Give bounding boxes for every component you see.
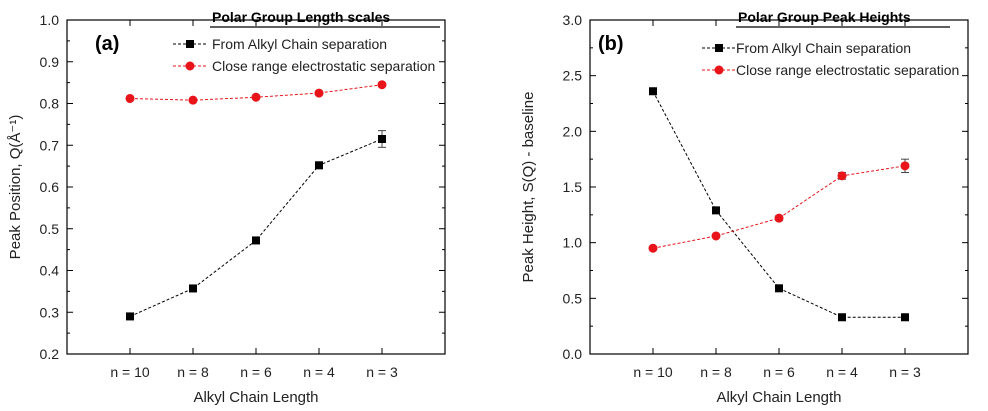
x-tick-label: n = 8 (177, 364, 209, 380)
x-tick-label: n = 3 (889, 364, 921, 380)
data-point (315, 161, 323, 170)
data-point (901, 313, 909, 322)
data-point (649, 87, 657, 96)
legend-item: Close range electrostatic separation (173, 58, 435, 74)
x-tick-label: n = 6 (240, 364, 272, 380)
data-point (900, 161, 910, 171)
x-tick-label: n = 6 (763, 364, 795, 380)
y-tick-label: 0.4 (40, 263, 60, 279)
x-tick-label: n = 10 (110, 364, 150, 380)
series-line (129, 138, 383, 317)
y-axis-title: Peak Position, Q(Å⁻¹) (7, 115, 24, 260)
data-point (126, 312, 134, 321)
y-tick-label: 1.0 (563, 235, 583, 251)
x-axis-title: Alkyl Chain Length (193, 389, 318, 406)
y-tick-label: 0.5 (40, 221, 60, 237)
x-tick-label: n = 8 (700, 364, 732, 380)
series-alkyl-chain (649, 87, 909, 322)
series-alkyl-chain (126, 130, 386, 321)
y-tick-label: 0.7 (40, 137, 60, 153)
panel-b: 0.0 0.5 1.0 1.5 2.0 2.5 3.0 n = 10 n = 8 n = 6 n =… (520, 9, 969, 406)
data-point (838, 313, 846, 322)
legend-item: Close range electrostatic separation (702, 62, 959, 78)
legend-title: Polar Group Peak Heights (738, 9, 911, 25)
series-line (652, 91, 905, 318)
data-point (251, 92, 261, 102)
y-tick-label: 0.6 (40, 179, 60, 195)
series-electrostatic (125, 80, 387, 105)
y-tick-label: 0.2 (40, 346, 60, 362)
x-tick-label: n = 3 (366, 364, 398, 380)
x-tick-label: n = 4 (826, 364, 858, 380)
legend-title: Polar Group Length scales (212, 9, 390, 25)
legend: Polar Group Peak Heights From Alkyl Chain… (702, 9, 959, 78)
data-point (189, 284, 197, 293)
y-tick-label: 1.0 (40, 12, 60, 28)
legend-item: From Alkyl Chain separation (173, 36, 387, 52)
panel-label: (b) (598, 33, 624, 55)
legend-swatch-marker (185, 61, 195, 71)
legend-item: From Alkyl Chain separation (702, 40, 911, 56)
data-point (775, 284, 783, 293)
legend-label: From Alkyl Chain separation (736, 40, 911, 56)
legend-label: Close range electrostatic separation (736, 62, 959, 78)
data-point (314, 88, 324, 98)
x-axis-title: Alkyl Chain Length (716, 389, 841, 406)
data-point (252, 236, 260, 245)
x-tick-label: n = 4 (303, 364, 335, 380)
y-tick-label: 1.5 (563, 179, 583, 195)
y-tick-label: 0.0 (563, 346, 583, 362)
series-electrostatic (648, 158, 910, 253)
panel-label: (a) (95, 33, 119, 55)
y-tick-label: 0.3 (40, 304, 60, 320)
legend-label: From Alkyl Chain separation (212, 36, 387, 52)
legend-swatch-marker (715, 44, 723, 52)
y-tick-label: 2.5 (563, 68, 583, 84)
y-tick-label: 0.9 (40, 54, 60, 70)
series-line (652, 165, 906, 249)
panel-a: 0.2 0.3 0.4 0.5 0.6 0.7 0.8 0.9 1.0 n = 10 n = 8 n … (7, 9, 446, 406)
y-tick-label: 3.0 (563, 12, 583, 28)
data-point (712, 206, 720, 215)
y-tick-label: 0.8 (40, 96, 60, 112)
x-tick-label: n = 10 (633, 364, 673, 380)
data-point (378, 134, 386, 143)
legend-swatch-marker (714, 65, 724, 75)
legend-swatch-marker (186, 40, 194, 48)
y-tick-label: 2.0 (563, 123, 583, 139)
y-axis-title: Peak Height, S(Q) - baseline (520, 92, 537, 283)
data-point (648, 243, 658, 253)
legend-label: Close range electrostatic separation (212, 58, 435, 74)
data-point (377, 80, 387, 90)
data-point (125, 93, 135, 103)
legend: Polar Group Length scales From Alkyl Chai… (173, 9, 440, 74)
data-point (711, 231, 721, 241)
data-point (774, 213, 784, 223)
data-point (188, 95, 198, 105)
data-point (837, 171, 847, 181)
y-tick-label: 0.5 (563, 290, 583, 306)
